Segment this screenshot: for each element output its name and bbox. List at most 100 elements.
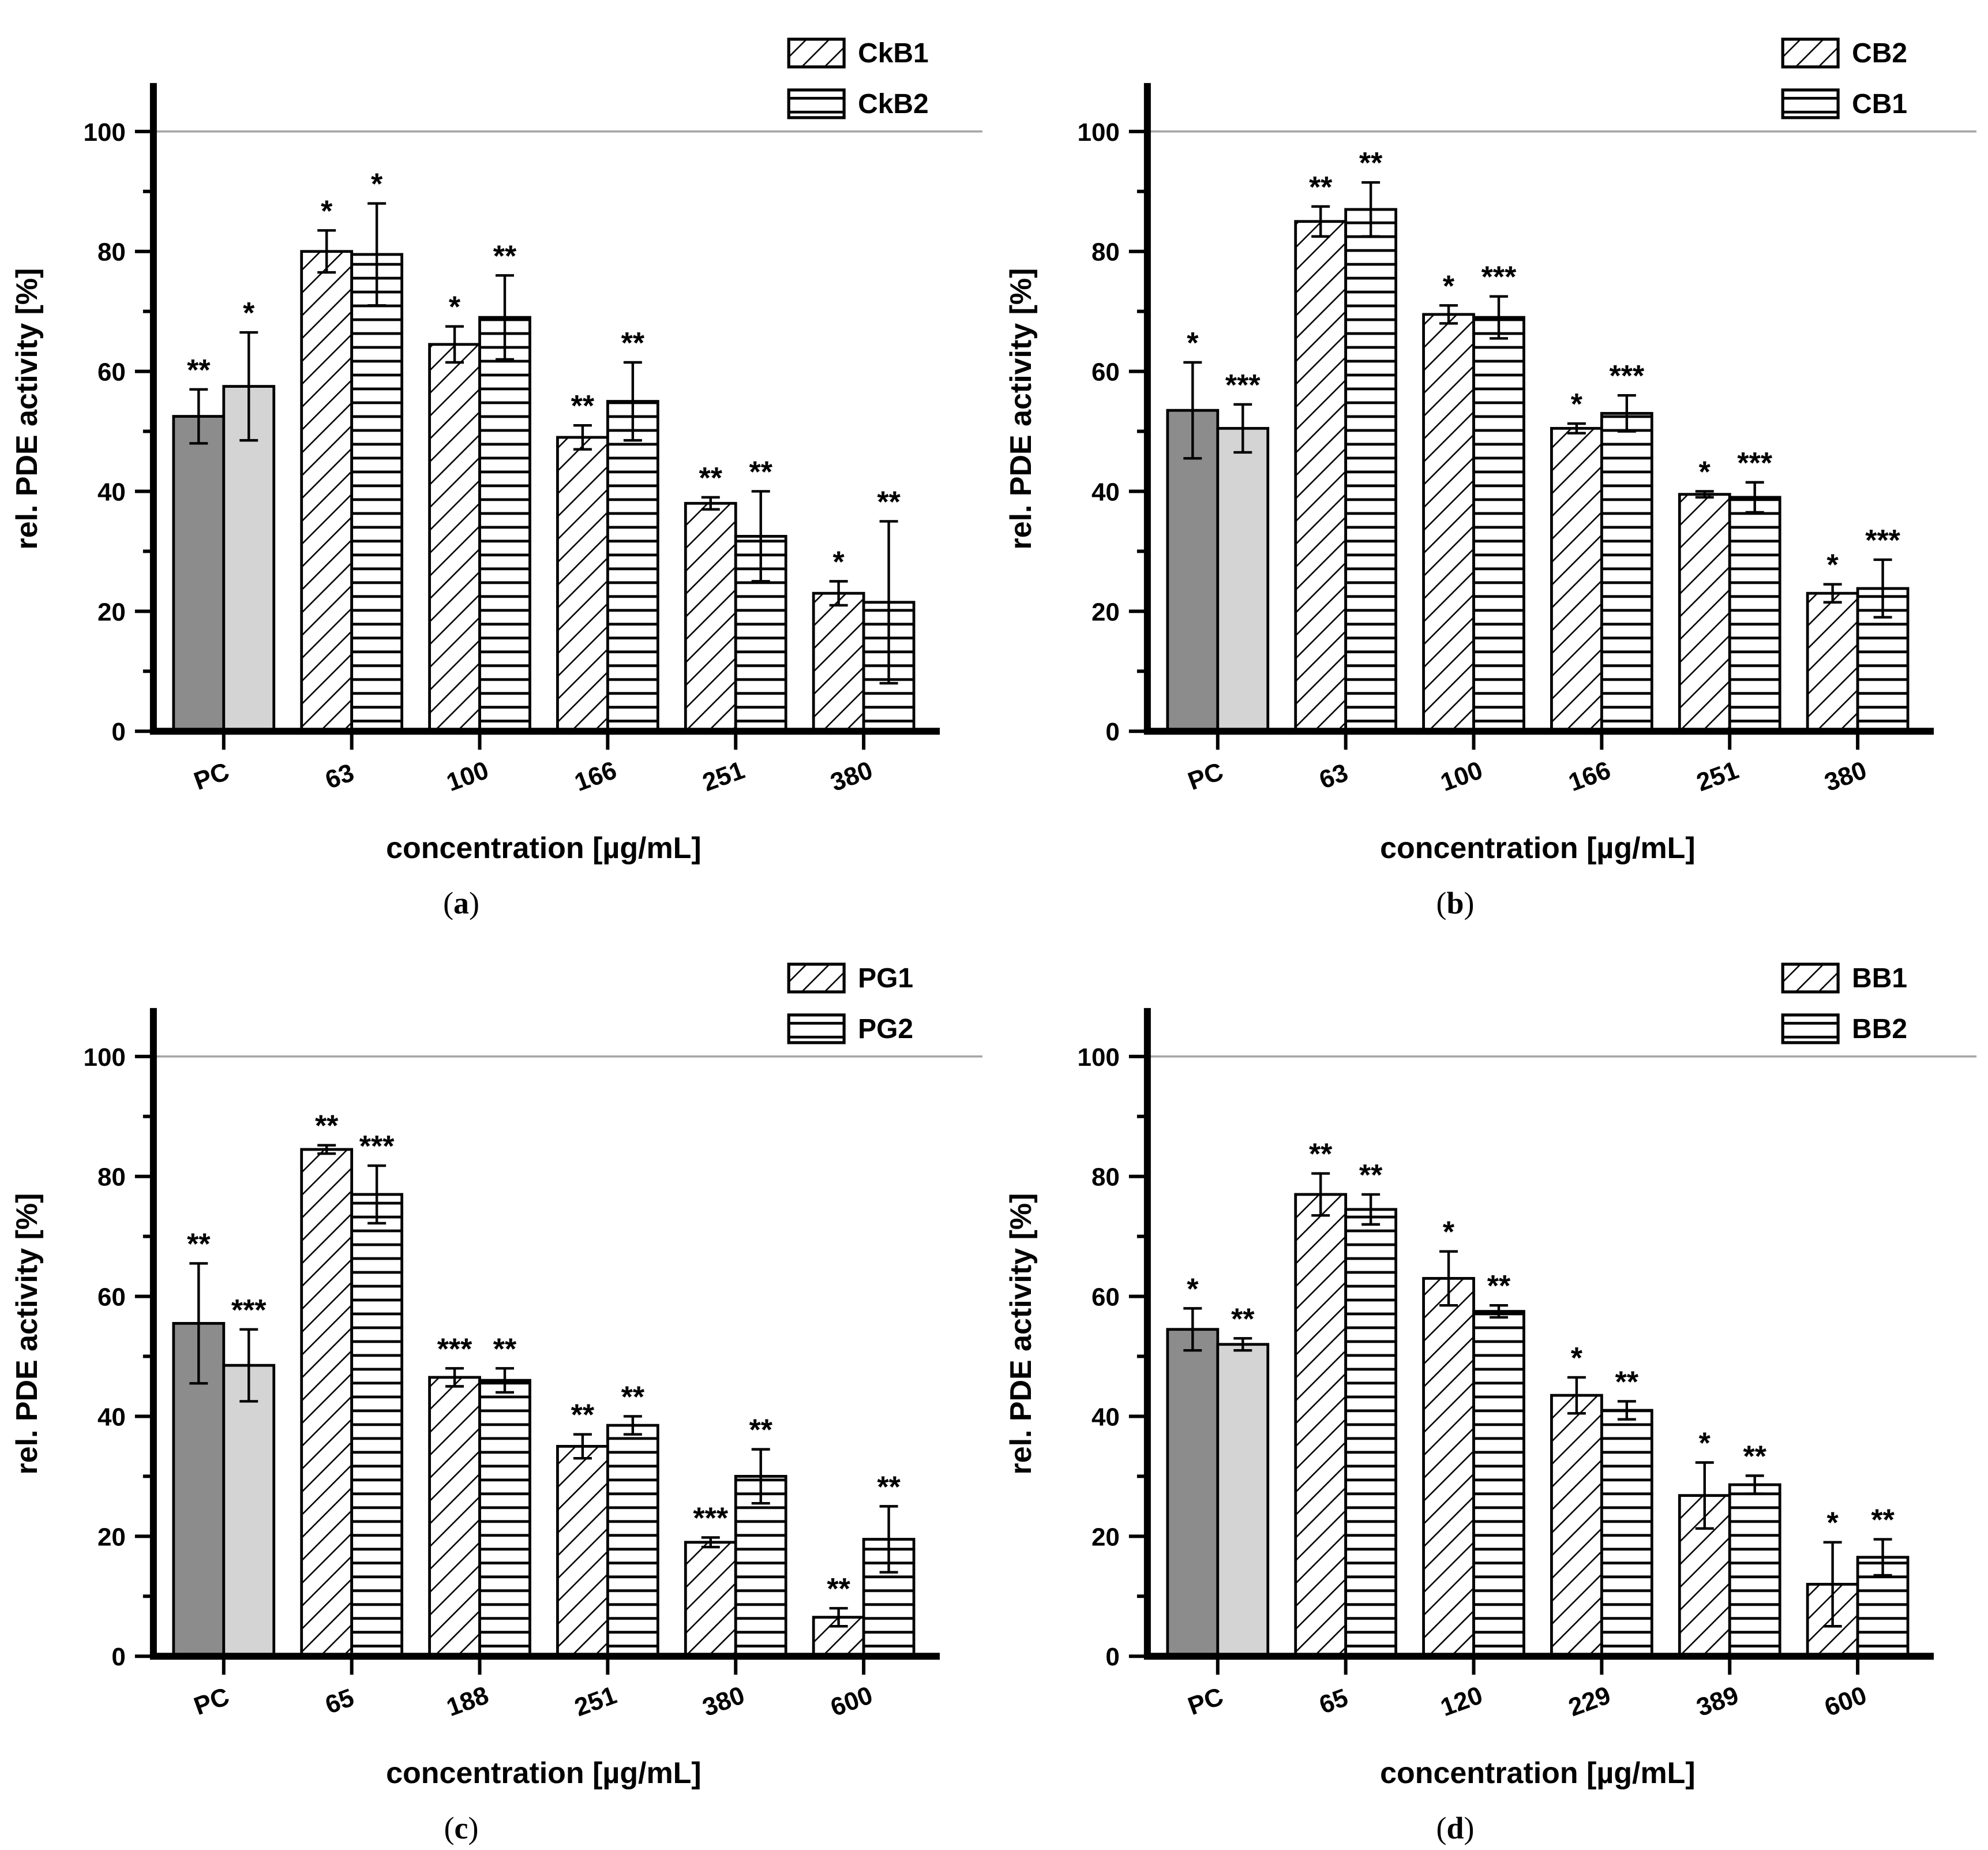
bar [1422, 1277, 1475, 1658]
bar [1806, 591, 1859, 733]
x-tick-label: 251 [699, 756, 748, 797]
y-axis-title: rel. PDE activity [%] [10, 1193, 44, 1475]
x-tick-label: PC [1184, 1682, 1227, 1721]
significance-label: ** [827, 1572, 850, 1606]
significance-label: * [833, 545, 845, 579]
bar [556, 1445, 609, 1658]
significance-label: * [1571, 1342, 1583, 1375]
significance-label: ** [621, 327, 645, 360]
significance-label: ** [1359, 147, 1383, 180]
significance-label: ** [1309, 171, 1333, 204]
bar [428, 1376, 481, 1658]
y-tick-label: 0 [111, 1643, 125, 1671]
legend-swatch [787, 88, 846, 119]
significance-label: * [1699, 455, 1711, 489]
legend-label: BB2 [1852, 1014, 1907, 1044]
x-tick-label: PC [190, 1682, 233, 1721]
y-tick-label: 80 [97, 1163, 126, 1192]
x-tick-label: 380 [1821, 756, 1870, 797]
bar [1472, 316, 1525, 733]
bar [350, 1193, 404, 1658]
legend-label: CB2 [1852, 38, 1907, 69]
significance-label: ** [187, 354, 211, 387]
legend-label: PG1 [858, 963, 913, 994]
significance-label: ** [571, 390, 595, 423]
significance-label: ** [571, 1399, 595, 1432]
significance-label: ** [315, 1110, 339, 1143]
bar [1294, 220, 1348, 733]
legend-label: BB1 [1852, 963, 1907, 994]
significance-label: * [1443, 269, 1455, 303]
y-axis-title: rel. PDE activity [%] [1004, 268, 1038, 550]
bar [300, 250, 354, 733]
x-axis-title: concentration [µg/mL] [1380, 832, 1696, 865]
x-axis-title: concentration [µg/mL] [386, 832, 702, 865]
legend-swatch [1781, 1013, 1840, 1044]
x-tick-label: 100 [443, 756, 493, 797]
bar [478, 1379, 531, 1658]
bar [684, 1541, 737, 1658]
legend-label: CkB1 [858, 38, 929, 69]
significance-label: *** [1610, 359, 1645, 393]
legend-label: CB1 [1852, 89, 1907, 119]
panel-c-chart: ************* ***************020406080100… [10, 963, 982, 1845]
y-tick-label: 60 [97, 358, 126, 387]
bar [812, 591, 865, 733]
x-tick-label: 251 [1693, 756, 1742, 797]
x-tick-label: 166 [1565, 756, 1615, 797]
x-tick-label: 166 [571, 756, 621, 797]
y-tick-label: 40 [1091, 478, 1120, 506]
significance-label: ** [877, 1470, 901, 1504]
bar [606, 1424, 659, 1658]
pc-bar [222, 1364, 276, 1658]
pc-bar [1166, 1328, 1220, 1658]
panel-caption: (b) [1436, 886, 1475, 920]
significance-label: ** [749, 1414, 772, 1447]
significance-label: *** [1481, 261, 1517, 294]
x-tick-label: 389 [1693, 1681, 1742, 1722]
bar [1344, 1208, 1398, 1658]
bar [1728, 496, 1781, 733]
y-axis-title: rel. PDE activity [%] [1004, 1193, 1038, 1475]
legend-swatch [787, 1013, 846, 1044]
pc-bar [1166, 409, 1220, 733]
significance-label: ** [1871, 1504, 1895, 1537]
y-tick-label: 80 [97, 238, 126, 267]
bar [734, 1475, 787, 1658]
significance-label: * [243, 297, 255, 330]
x-tick-label: 63 [321, 758, 358, 795]
significance-label: *** [359, 1130, 395, 1163]
y-tick-label: 100 [84, 1043, 126, 1072]
significance-label: * [1827, 549, 1839, 582]
significance-label: * [1699, 1427, 1711, 1460]
significance-label: *** [1865, 524, 1900, 557]
significance-label: * [1187, 327, 1199, 360]
bar [300, 1148, 354, 1658]
significance-label: * [1443, 1216, 1455, 1249]
bar [478, 316, 531, 733]
significance-label: * [1827, 1507, 1839, 1540]
y-tick-label: 100 [1078, 118, 1120, 147]
y-tick-label: 0 [111, 718, 125, 746]
y-tick-label: 100 [84, 118, 126, 147]
significance-label: * [1571, 388, 1583, 421]
significance-label: ** [493, 239, 517, 273]
bar [1422, 313, 1475, 733]
x-tick-label: 120 [1437, 1681, 1487, 1722]
x-axis-title: concentration [µg/mL] [386, 1757, 702, 1790]
x-tick-label: 600 [827, 1681, 876, 1722]
legend-label: CkB2 [858, 89, 929, 119]
legend-swatch [787, 38, 846, 69]
y-tick-label: 20 [97, 1523, 126, 1551]
significance-label: *** [693, 1501, 728, 1535]
pc-bar [172, 415, 226, 733]
y-tick-label: 20 [1091, 598, 1120, 626]
significance-label: ** [1231, 1302, 1255, 1336]
significance-label: *** [1225, 369, 1261, 402]
y-tick-label: 80 [1091, 238, 1120, 267]
bar [684, 501, 737, 733]
x-tick-label: 65 [321, 1683, 358, 1720]
